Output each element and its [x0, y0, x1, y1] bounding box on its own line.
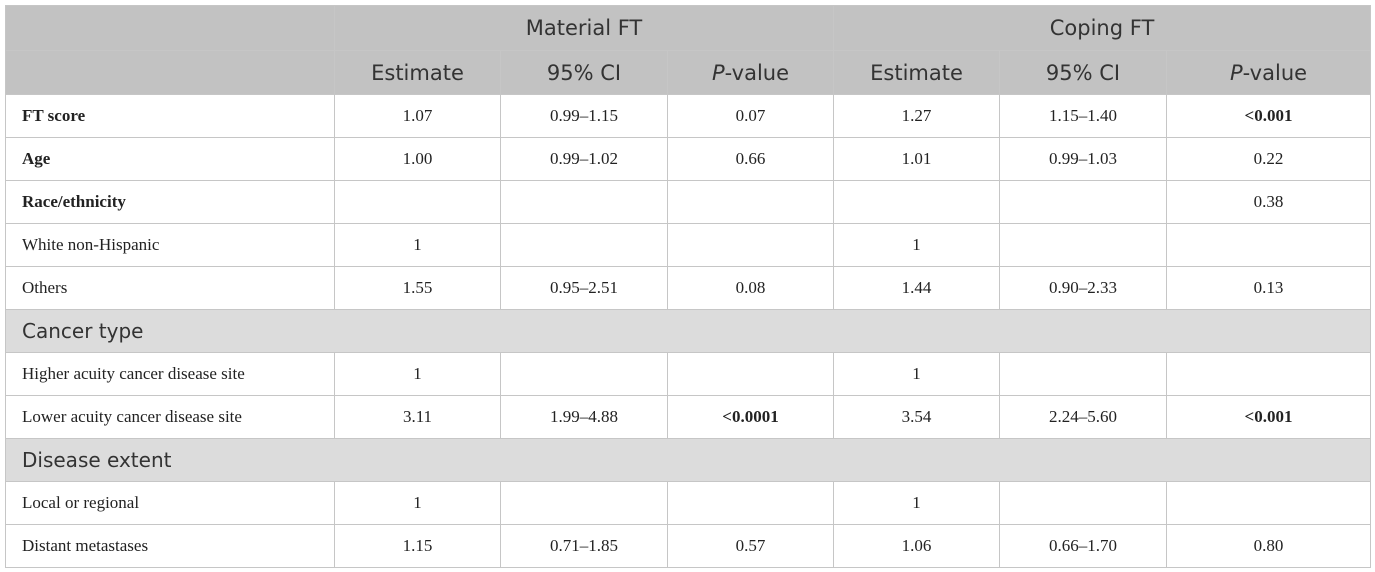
- table-cell: 3.11: [334, 395, 501, 439]
- header-estimate: Estimate: [833, 50, 1001, 95]
- header-ci: 95% CI: [999, 50, 1168, 95]
- header-column-row: Estimate 95% CI P-value Estimate 95% CI …: [5, 50, 1372, 95]
- table-cell: [500, 180, 668, 224]
- header-ci: 95% CI: [500, 50, 668, 95]
- row-label: Local or regional: [5, 481, 335, 525]
- table-cell: 0.95–2.51: [500, 266, 668, 310]
- table-row: White non-Hispanic 1 1: [5, 223, 1372, 267]
- table-cell: 1: [334, 481, 501, 525]
- section-row: Cancer type: [4, 309, 1372, 353]
- table-cell: [1166, 223, 1372, 267]
- table-cell: <0.001: [1166, 94, 1372, 138]
- table-cell: 0.71–1.85: [500, 524, 668, 568]
- table-cell: 0.66: [666, 137, 835, 181]
- table-cell: 1.44: [833, 266, 1001, 310]
- table-cell: 1.15–1.40: [999, 94, 1168, 138]
- table-cell: 0.90–2.33: [999, 266, 1168, 310]
- section-label: Disease extent: [4, 438, 1372, 482]
- table-cell: [1166, 481, 1372, 525]
- header-p-value: P-value: [666, 50, 835, 95]
- table-row: Local or regional 1 1: [5, 481, 1372, 525]
- table-cell: 1.99–4.88: [500, 395, 668, 439]
- row-label: Others: [5, 266, 335, 310]
- table-cell: 1.01: [833, 137, 1001, 181]
- results-table-container: Material FT Coping FT Estimate 95% CI P-…: [4, 5, 1372, 568]
- table-cell: 1.15: [334, 524, 501, 568]
- table-cell: 1: [833, 352, 1001, 396]
- table-cell: [833, 180, 1001, 224]
- table-cell: 0.38: [1166, 180, 1372, 224]
- results-table: Material FT Coping FT Estimate 95% CI P-…: [4, 5, 1372, 568]
- table-cell: <0.0001: [666, 395, 835, 439]
- table-cell: [666, 223, 835, 267]
- header-empty-cell: [5, 5, 335, 51]
- table-cell: [500, 352, 668, 396]
- table-cell: 1: [334, 352, 501, 396]
- row-label: Higher acuity cancer disease site: [5, 352, 335, 396]
- p-suffix: -value: [1242, 60, 1308, 85]
- section-row: Disease extent: [4, 438, 1372, 482]
- table-row: Age 1.00 0.99–1.02 0.66 1.01 0.99–1.03 0.22: [5, 137, 1372, 181]
- table-row: FT score 1.07 0.99–1.15 0.07 1.27 1.15–1.40 <0…: [5, 94, 1372, 138]
- table-cell: 0.80: [1166, 524, 1372, 568]
- table-cell: 1.06: [833, 524, 1001, 568]
- table-cell: [500, 481, 668, 525]
- table-cell: [666, 481, 835, 525]
- header-empty-cell: [5, 50, 335, 95]
- header-group-row: Material FT Coping FT: [5, 5, 1372, 51]
- table-row: Race/ethnicity 0.38: [5, 180, 1372, 224]
- p-suffix: -value: [724, 60, 790, 85]
- table-cell: 0.07: [666, 94, 835, 138]
- table-cell: [999, 180, 1168, 224]
- section-label: Cancer type: [4, 309, 1372, 353]
- table-cell: [1166, 352, 1372, 396]
- header-coping-ft: Coping FT: [833, 5, 1372, 51]
- table-cell: [666, 180, 835, 224]
- table-cell: 1.07: [334, 94, 501, 138]
- table-cell: 3.54: [833, 395, 1001, 439]
- table-cell: [999, 352, 1168, 396]
- table-row: Higher acuity cancer disease site 1 1: [5, 352, 1372, 396]
- table-header: Material FT Coping FT Estimate 95% CI P-…: [5, 5, 1372, 95]
- table-body: FT score 1.07 0.99–1.15 0.07 1.27 1.15–1.40 <0…: [4, 94, 1372, 568]
- table-cell: <0.001: [1166, 395, 1372, 439]
- table-cell: [334, 180, 501, 224]
- row-label: Age: [5, 137, 335, 181]
- header-material-ft: Material FT: [333, 5, 835, 51]
- table-row: Others 1.55 0.95–2.51 0.08 1.44 0.90–2.33 0.13: [5, 266, 1372, 310]
- table-row: Lower acuity cancer disease site 3.11 1.99…: [5, 395, 1372, 439]
- table-cell: [999, 481, 1168, 525]
- row-label: FT score: [5, 94, 335, 138]
- table-row: Distant metastases 1.15 0.71–1.85 0.57 1.06 0…: [5, 524, 1372, 568]
- row-label: Race/ethnicity: [5, 180, 335, 224]
- table-cell: 0.22: [1166, 137, 1372, 181]
- table-cell: [666, 352, 835, 396]
- row-label: Lower acuity cancer disease site: [5, 395, 335, 439]
- table-cell: 1: [334, 223, 501, 267]
- table-cell: 1.00: [334, 137, 501, 181]
- table-cell: [999, 223, 1168, 267]
- table-cell: [500, 223, 668, 267]
- table-cell: 1: [833, 223, 1001, 267]
- table-cell: 0.99–1.02: [500, 137, 668, 181]
- table-cell: 0.13: [1166, 266, 1372, 310]
- row-label: White non-Hispanic: [5, 223, 335, 267]
- table-cell: 0.08: [666, 266, 835, 310]
- table-cell: 0.57: [666, 524, 835, 568]
- header-p-value: P-value: [1166, 50, 1372, 95]
- table-cell: 0.99–1.03: [999, 137, 1168, 181]
- table-cell: 0.66–1.70: [999, 524, 1168, 568]
- p-italic: P: [1230, 60, 1243, 85]
- header-estimate: Estimate: [334, 50, 501, 95]
- table-cell: 1: [833, 481, 1001, 525]
- table-cell: 2.24–5.60: [999, 395, 1168, 439]
- p-italic: P: [711, 60, 725, 85]
- table-cell: 1.27: [833, 94, 1001, 138]
- table-cell: 0.99–1.15: [500, 94, 668, 138]
- row-label: Distant metastases: [5, 524, 335, 568]
- table-cell: 1.55: [334, 266, 501, 310]
